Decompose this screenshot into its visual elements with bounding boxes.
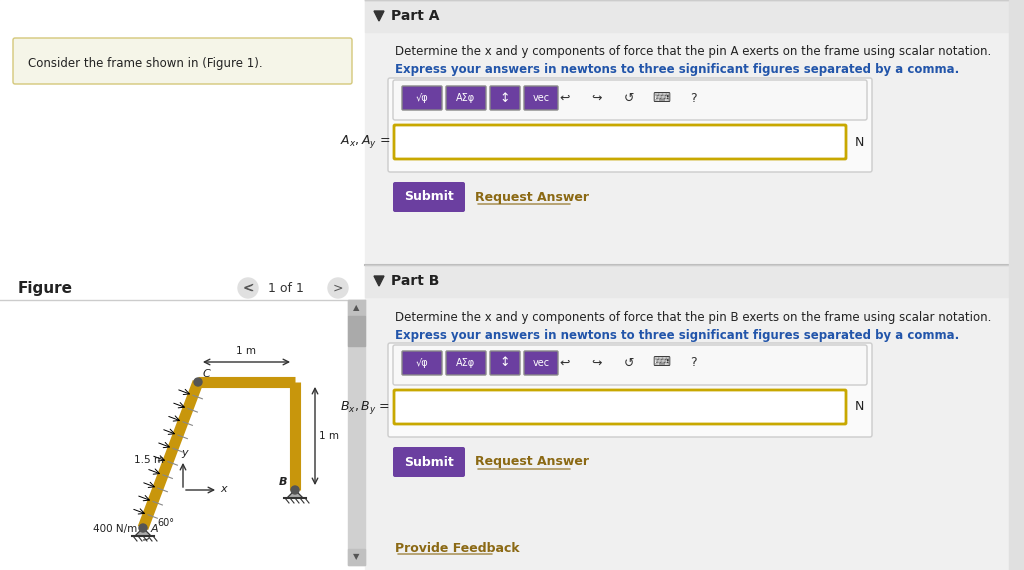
Text: 1 of 1: 1 of 1 (268, 282, 304, 295)
Text: Part A: Part A (391, 9, 439, 23)
Polygon shape (287, 490, 303, 498)
FancyBboxPatch shape (13, 38, 352, 84)
Text: ▲: ▲ (352, 303, 359, 312)
Text: vec: vec (532, 93, 550, 103)
Bar (365, 0, 1024, 32)
Text: <: < (243, 281, 254, 295)
Text: C: C (203, 369, 211, 379)
FancyBboxPatch shape (490, 86, 520, 110)
Bar (348, 300, 365, 316)
Text: N: N (855, 136, 864, 149)
Text: 1 m: 1 m (237, 346, 256, 356)
Text: Express your answers in newtons to three significant figures separated by a comm: Express your answers in newtons to three… (395, 63, 959, 76)
Circle shape (139, 524, 147, 532)
FancyBboxPatch shape (402, 86, 442, 110)
FancyBboxPatch shape (388, 78, 872, 172)
Polygon shape (135, 528, 151, 536)
Circle shape (328, 278, 348, 298)
Text: ↕: ↕ (500, 356, 510, 369)
FancyBboxPatch shape (446, 86, 486, 110)
Text: N: N (855, 401, 864, 413)
Polygon shape (374, 11, 384, 21)
FancyBboxPatch shape (388, 343, 872, 437)
FancyBboxPatch shape (402, 351, 442, 375)
FancyBboxPatch shape (490, 351, 520, 375)
FancyBboxPatch shape (393, 345, 867, 385)
Text: Request Answer: Request Answer (475, 190, 589, 203)
Bar (0, 0, 365, 570)
Text: ↩: ↩ (560, 92, 570, 104)
Text: ↪: ↪ (592, 356, 602, 369)
Text: √φ: √φ (416, 358, 428, 368)
Circle shape (194, 378, 202, 386)
Text: y: y (181, 448, 187, 458)
Bar (348, 549, 365, 565)
Text: 1.5 m: 1.5 m (133, 455, 164, 465)
Text: Determine the x and y components of force that the pin A exerts on the frame usi: Determine the x and y components of forc… (395, 46, 991, 59)
Text: ↺: ↺ (624, 356, 634, 369)
FancyBboxPatch shape (524, 86, 558, 110)
FancyBboxPatch shape (394, 125, 846, 159)
Text: ↩: ↩ (560, 356, 570, 369)
Text: vec: vec (532, 358, 550, 368)
Text: Submit: Submit (404, 190, 454, 203)
Text: AΣφ: AΣφ (457, 358, 475, 368)
Bar (348, 316, 365, 346)
Text: Submit: Submit (404, 455, 454, 469)
Text: <: < (243, 282, 253, 295)
Text: >: > (333, 282, 343, 295)
Text: $A_x, A_y$ =: $A_x, A_y$ = (340, 133, 390, 150)
Text: ↺: ↺ (624, 92, 634, 104)
Text: 400 N/m: 400 N/m (93, 524, 137, 534)
Text: Provide Feedback: Provide Feedback (395, 542, 519, 555)
FancyBboxPatch shape (393, 182, 465, 212)
FancyBboxPatch shape (393, 80, 867, 120)
Text: Request Answer: Request Answer (475, 455, 589, 469)
Text: $B_x, B_y$ =: $B_x, B_y$ = (340, 398, 390, 416)
FancyBboxPatch shape (524, 351, 558, 375)
Text: Part B: Part B (391, 274, 439, 288)
Circle shape (291, 486, 299, 494)
FancyBboxPatch shape (393, 447, 465, 477)
Bar (365, 0, 1024, 570)
Text: ↪: ↪ (592, 92, 602, 104)
FancyBboxPatch shape (446, 351, 486, 375)
Text: B: B (279, 477, 288, 487)
Bar (348, 300, 365, 565)
Text: ↕: ↕ (500, 92, 510, 104)
Bar (365, 265, 1024, 297)
Text: A: A (151, 524, 159, 534)
Text: AΣφ: AΣφ (457, 93, 475, 103)
Text: Determine the x and y components of force that the pin B exerts on the frame usi: Determine the x and y components of forc… (395, 311, 991, 324)
Text: ⌨: ⌨ (652, 92, 670, 104)
Text: ?: ? (690, 356, 696, 369)
Text: Figure: Figure (18, 280, 73, 295)
Polygon shape (374, 276, 384, 286)
Circle shape (238, 278, 258, 298)
Bar (1009, 0, 1024, 570)
Text: Consider the frame shown in (Figure 1).: Consider the frame shown in (Figure 1). (28, 56, 262, 70)
Text: ?: ? (690, 92, 696, 104)
Text: Express your answers in newtons to three significant figures separated by a comm: Express your answers in newtons to three… (395, 328, 959, 341)
FancyBboxPatch shape (394, 390, 846, 424)
Text: ▼: ▼ (352, 552, 359, 561)
Text: √φ: √φ (416, 93, 428, 103)
Text: x: x (220, 484, 226, 494)
Text: 1 m: 1 m (319, 431, 339, 441)
Text: 60°: 60° (157, 518, 174, 528)
Text: ⌨: ⌨ (652, 356, 670, 369)
